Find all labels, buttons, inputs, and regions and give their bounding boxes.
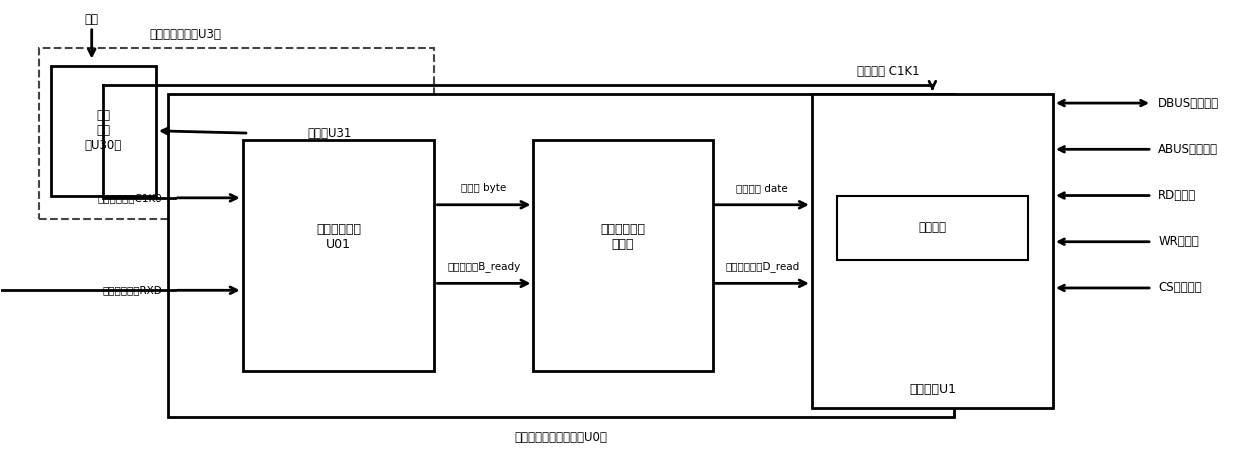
Text: 单字节标志B_ready: 单字节标志B_ready xyxy=(448,261,521,272)
Text: 串行解码元件
U01: 串行解码元件 U01 xyxy=(316,223,361,251)
Text: ABUS位置总线: ABUS位置总线 xyxy=(1158,143,1218,156)
Text: 数据包提取处
理元件: 数据包提取处 理元件 xyxy=(600,223,646,251)
Text: 串口数据: 串口数据 xyxy=(919,221,946,234)
Text: 缓存时钟 C1K1: 缓存时钟 C1K1 xyxy=(857,65,920,78)
Text: 时钟处理模块（U3）: 时钟处理模块（U3） xyxy=(150,28,222,40)
Bar xyxy=(249,99,409,168)
Text: 单字节 byte: 单字节 byte xyxy=(461,183,506,193)
Bar xyxy=(812,94,1053,408)
Text: 串行采集时钟C1K0: 串行采集时钟C1K0 xyxy=(98,193,162,203)
Text: WR写信号: WR写信号 xyxy=(1158,235,1199,248)
Text: RD读信号: RD读信号 xyxy=(1158,189,1197,202)
Text: 时钟: 时钟 xyxy=(84,13,99,26)
Text: 缓存模块U1: 缓存模块U1 xyxy=(909,383,956,396)
Bar xyxy=(51,66,156,195)
Bar xyxy=(169,94,954,418)
Text: 串口接收数据RXD: 串口接收数据RXD xyxy=(103,286,162,295)
Text: CS片选信号: CS片选信号 xyxy=(1158,281,1202,294)
Bar xyxy=(533,140,713,371)
Text: DBUS数据总线: DBUS数据总线 xyxy=(1158,97,1219,110)
Text: 时钟
分配
（U30）: 时钟 分配 （U30） xyxy=(84,109,122,153)
Text: 角度数据标志D_read: 角度数据标志D_read xyxy=(725,261,800,272)
Text: 角度数据 date: 角度数据 date xyxy=(737,183,789,193)
Bar xyxy=(837,195,1028,260)
Bar xyxy=(38,47,434,219)
Text: 波特率U31: 波特率U31 xyxy=(308,126,351,140)
Text: 串行数据包采集模块（U0）: 串行数据包采集模块（U0） xyxy=(515,431,608,444)
Bar xyxy=(243,140,434,371)
